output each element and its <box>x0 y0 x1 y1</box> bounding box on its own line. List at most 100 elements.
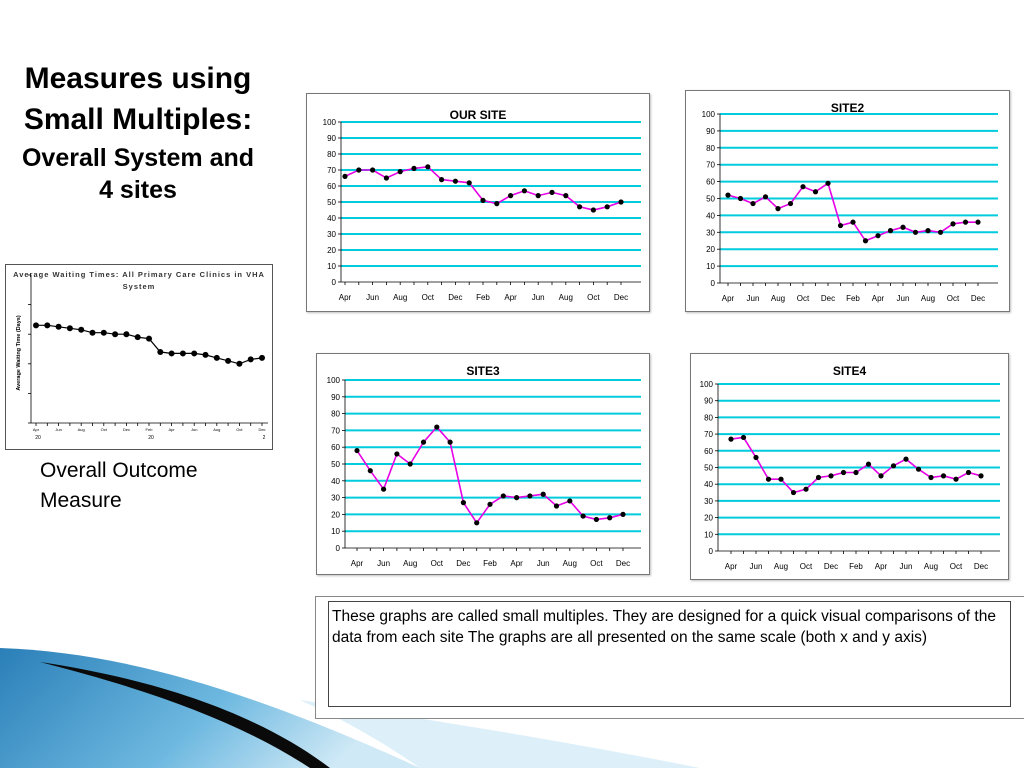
y-tick-label: 10 <box>331 527 340 536</box>
x-tick-label: Feb <box>146 427 154 432</box>
data-point <box>875 233 881 239</box>
data-point <box>840 469 847 476</box>
year-label: 2 <box>263 435 266 441</box>
x-tick-label: Oct <box>947 294 960 303</box>
y-tick-label: 70 <box>704 430 713 439</box>
data-point <box>494 201 500 207</box>
y-tick-label: 0 <box>711 279 716 288</box>
y-tick-label: 80 <box>327 150 336 159</box>
data-point <box>157 348 164 355</box>
data-point <box>812 189 819 195</box>
x-tick-label: Oct <box>590 559 603 568</box>
x-tick-label: Apr <box>351 559 364 568</box>
data-point <box>179 350 186 357</box>
note-text: These graphs are called small multiples.… <box>332 608 996 646</box>
chart-title-site2: SITE2 <box>830 101 865 115</box>
data-point <box>460 500 466 506</box>
data-point <box>825 180 831 186</box>
y-tick-label: 40 <box>706 211 715 220</box>
data-point <box>213 354 220 361</box>
overview-y-axis-label: Average Waiting Time (Days) <box>16 315 22 390</box>
chart-title-site3: SITE3 <box>466 364 500 378</box>
data-point <box>342 173 348 179</box>
data-point <box>787 200 794 207</box>
data-point <box>567 498 573 504</box>
x-tick-label: Dec <box>821 294 835 303</box>
series-line <box>356 425 624 525</box>
x-tick-label: Aug <box>771 294 785 303</box>
x-tick-label: Dec <box>971 294 985 303</box>
y-tick-label: 50 <box>327 198 336 207</box>
y-tick-label: 0 <box>709 547 714 556</box>
y-tick-label: 100 <box>323 118 337 127</box>
data-point <box>925 228 931 234</box>
data-point <box>466 180 472 186</box>
chart-site4: SITE4 0 10 20 30 40 50 60 70 80 90 100 Apr Jun Aug Oct… <box>690 353 1009 580</box>
x-tick-label: Aug <box>921 294 935 303</box>
data-point <box>474 520 480 526</box>
overview-chart-title: Average Waiting Times: All Primary Care … <box>13 270 265 291</box>
y-tick-label: 60 <box>704 447 713 456</box>
y-tick-label: 40 <box>331 477 340 486</box>
x-tick-label: Jun <box>747 294 760 303</box>
series-line <box>344 165 622 211</box>
data-point <box>837 222 844 229</box>
data-point <box>420 439 427 445</box>
data-point <box>737 195 744 202</box>
x-tick-label: Jun <box>55 427 61 432</box>
data-point <box>259 354 265 361</box>
data-point <box>452 178 458 184</box>
data-point <box>728 436 734 442</box>
y-tick-label: 30 <box>706 228 715 237</box>
x-tick-label: Oct <box>950 562 963 571</box>
chart-site2: SITE2 0 10 20 30 40 50 60 70 80 90 100 Apr Jun Aug Oct… <box>685 90 1010 312</box>
year-label: 20 <box>35 435 41 441</box>
data-point <box>577 204 583 210</box>
data-point <box>535 193 541 199</box>
data-point <box>397 169 403 175</box>
data-point <box>540 491 546 497</box>
year-label: 20 <box>148 435 154 441</box>
data-point <box>134 334 141 341</box>
chart-site3-svg: 0 10 20 30 40 50 60 70 80 90 100 Apr Jun Aug Oct Dec Feb… <box>327 376 641 568</box>
data-point <box>500 493 506 499</box>
data-point <box>878 473 884 479</box>
data-point <box>778 476 784 482</box>
data-point <box>66 325 73 332</box>
y-tick-label: 70 <box>331 426 340 435</box>
y-tick-label: 50 <box>706 195 715 204</box>
x-tick-label: Jun <box>537 559 550 568</box>
x-tick-label: Jun <box>897 294 910 303</box>
y-tick-label: 90 <box>327 134 336 143</box>
x-tick-label: Apr <box>872 294 885 303</box>
data-point <box>191 350 198 357</box>
x-tick-label: Aug <box>78 427 85 432</box>
y-tick-label: 80 <box>704 413 713 422</box>
data-point <box>112 331 119 338</box>
data-point <box>620 511 626 517</box>
data-point <box>865 461 872 467</box>
y-tick-label: 50 <box>704 464 713 473</box>
data-point <box>862 238 869 244</box>
y-tick-label: 30 <box>704 497 713 506</box>
data-point <box>915 466 922 472</box>
y-tick-label: 40 <box>704 480 713 489</box>
data-point <box>100 329 107 336</box>
data-point <box>775 206 781 212</box>
data-point <box>508 193 514 199</box>
y-tick-label: 20 <box>331 510 340 519</box>
data-point <box>44 322 51 329</box>
data-point <box>527 493 533 499</box>
data-point <box>975 219 981 225</box>
y-tick-label: 80 <box>706 144 715 153</box>
x-tick-label: Aug <box>559 293 573 302</box>
x-tick-label: Jun <box>377 559 390 568</box>
x-tick-label: Aug <box>403 559 417 568</box>
data-point <box>521 188 527 194</box>
data-point <box>487 501 493 507</box>
x-tick-label: Jun <box>900 562 913 571</box>
data-point <box>725 192 731 198</box>
overview-chart-svg: Average Waiting Time (Days) Apr Jun Aug Oct… <box>16 274 268 441</box>
y-tick-label: 60 <box>706 178 715 187</box>
y-tick-label: 90 <box>331 393 340 402</box>
